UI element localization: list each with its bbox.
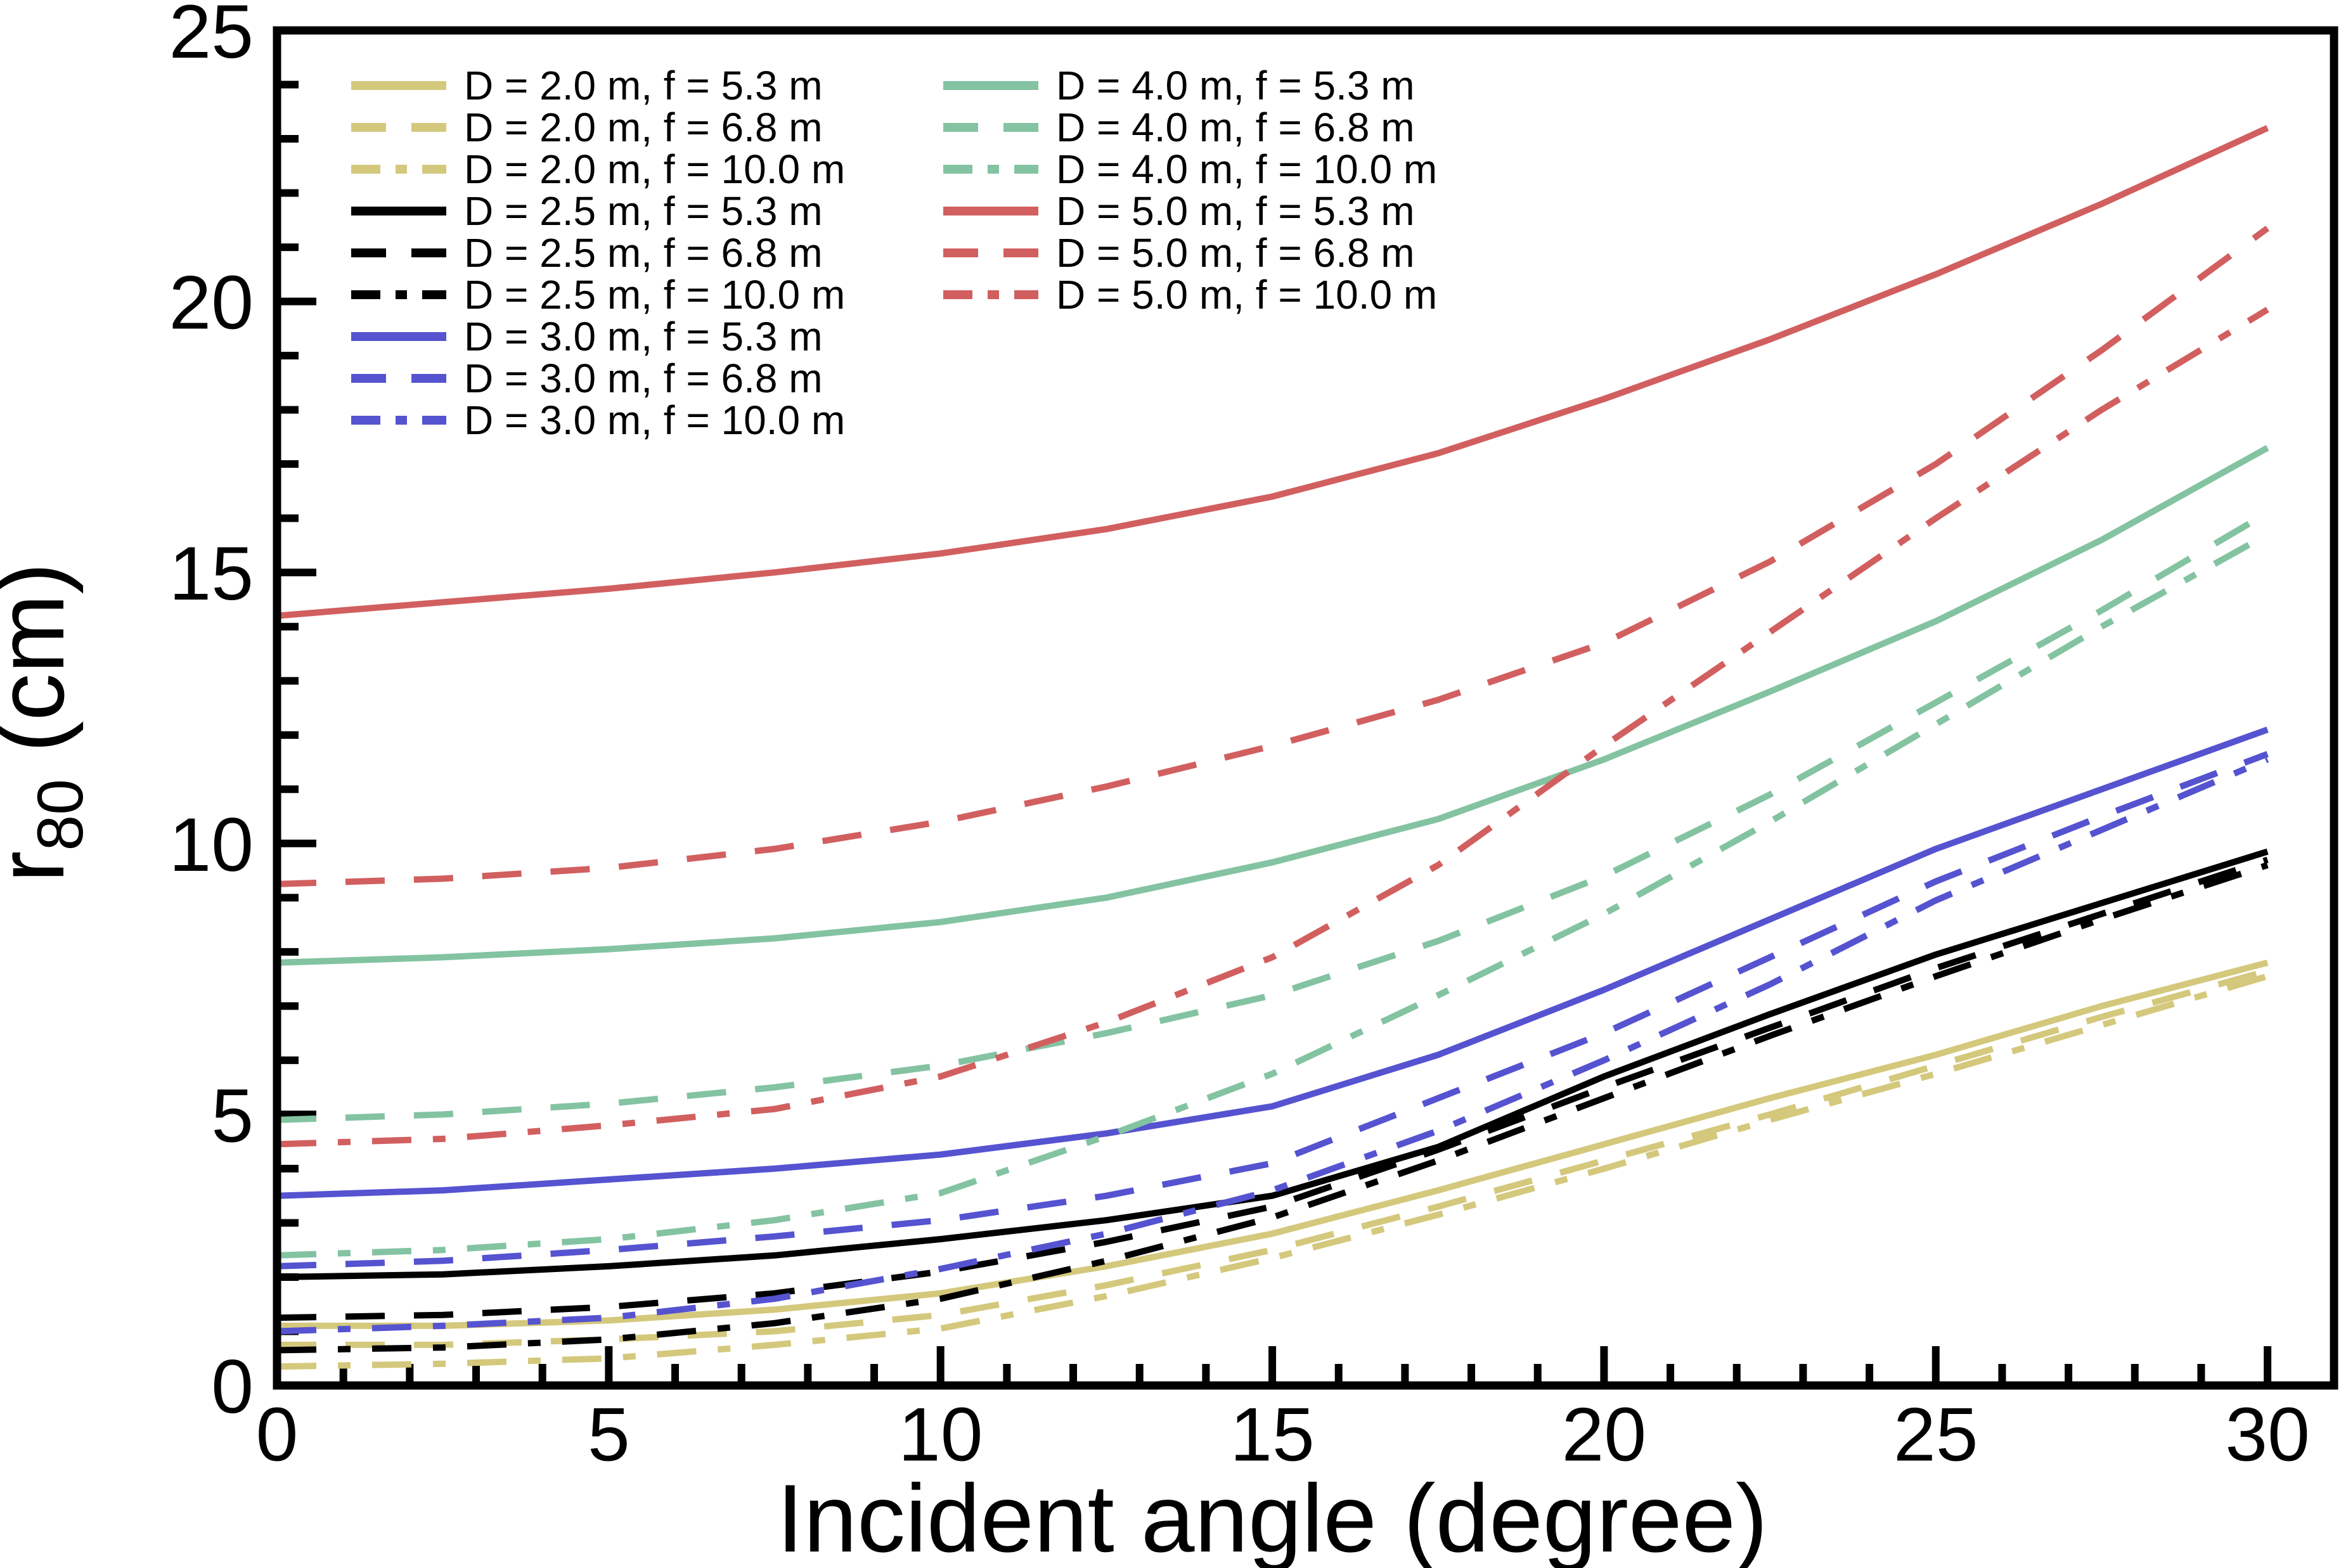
tick-label: 20 (1562, 1392, 1646, 1477)
series-line-7 (276, 751, 2269, 1269)
series-line-11 (276, 531, 2269, 1259)
tick-label: 0 (211, 1344, 254, 1429)
series-line-6 (276, 726, 2269, 1199)
y-axis-title-unit: (cm) (0, 563, 84, 780)
tick-label: 10 (169, 802, 254, 887)
tick-label: 30 (2225, 1392, 2309, 1477)
tick-label: 25 (1893, 1392, 1978, 1477)
tick-label: 5 (211, 1073, 254, 1158)
data-curves (276, 125, 2270, 1370)
y-axis-title-symbol: r (0, 851, 84, 883)
x-axis-title: Incident angle (degree) (777, 1465, 1767, 1568)
tick-label: 15 (1230, 1392, 1314, 1477)
tick-label: 25 (169, 0, 254, 74)
tick-label: 10 (898, 1392, 983, 1477)
axis-ticks (273, 80, 2272, 1385)
y-axis-title-subscript: 80 (24, 779, 96, 851)
series-line-3 (276, 848, 2269, 1280)
series-line-12 (276, 125, 2269, 619)
tick-label: 5 (588, 1392, 630, 1477)
tick-label: 15 (169, 531, 254, 616)
tick-label: 20 (169, 260, 254, 345)
series-line-5 (276, 862, 2269, 1354)
series-line-1 (277, 967, 2269, 1348)
plot-box-spines (273, 26, 2338, 1390)
tick-labels: 0 5 10 15 20 25 30 0 5 10 15 20 25 (169, 0, 2310, 1477)
series-line-13 (276, 226, 2270, 887)
series-line-0 (277, 960, 2269, 1329)
series-line-10 (276, 510, 2269, 1123)
series-line-14 (276, 307, 2269, 1148)
series-line-9 (276, 445, 2269, 966)
series-line-8 (276, 756, 2269, 1335)
tick-label: 0 (256, 1392, 299, 1477)
y-axis-title: r80 (cm) (0, 563, 96, 883)
